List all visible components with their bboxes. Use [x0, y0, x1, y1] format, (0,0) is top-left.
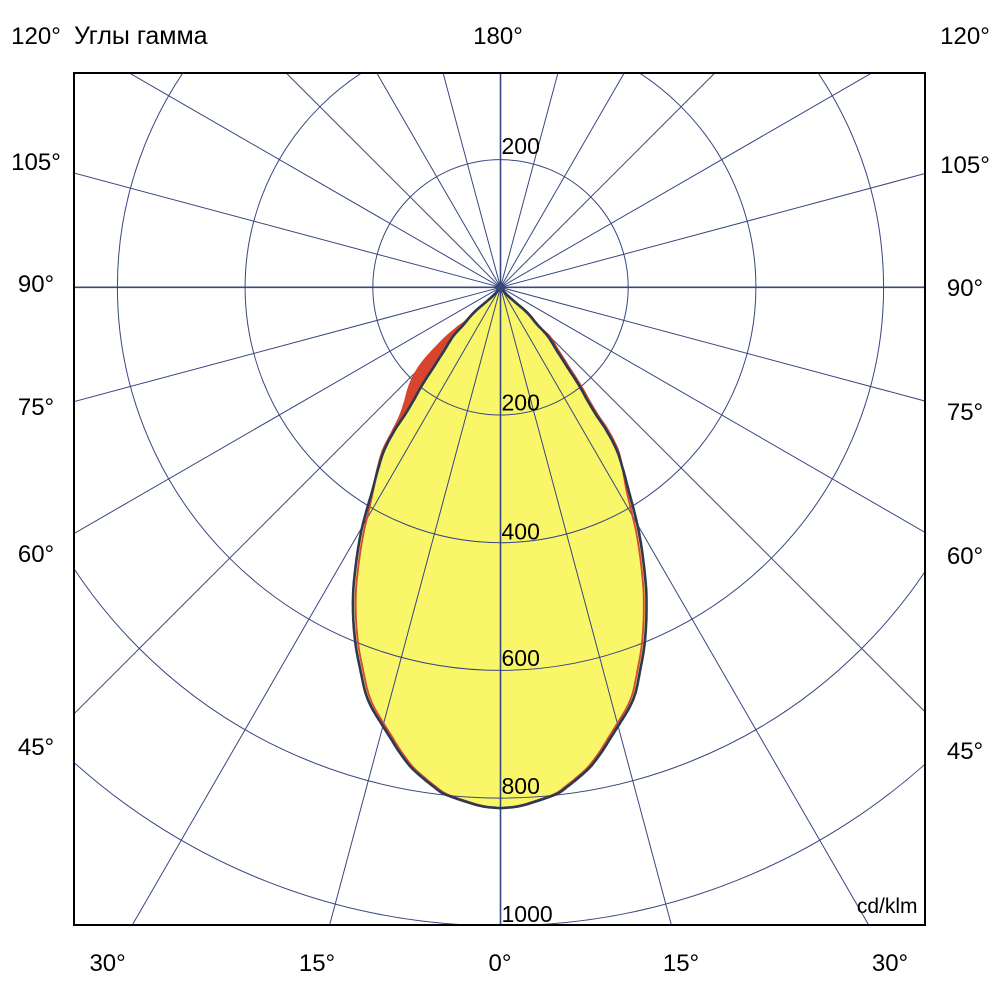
svg-text:Углы гамма: Углы гамма [74, 22, 208, 50]
svg-text:120°: 120° [11, 23, 61, 50]
svg-text:cd/klm: cd/klm [857, 895, 918, 918]
svg-text:180°: 180° [473, 23, 523, 50]
svg-text:30°: 30° [89, 950, 125, 977]
svg-text:120°: 120° [940, 23, 990, 50]
svg-text:45°: 45° [18, 734, 54, 761]
svg-text:60°: 60° [18, 541, 54, 568]
svg-text:105°: 105° [11, 149, 61, 176]
svg-text:30°: 30° [872, 950, 908, 977]
svg-text:400: 400 [502, 519, 540, 545]
svg-text:45°: 45° [947, 738, 983, 765]
svg-text:800: 800 [502, 773, 540, 799]
svg-text:75°: 75° [947, 399, 983, 426]
svg-text:90°: 90° [947, 275, 983, 302]
svg-text:105°: 105° [940, 152, 990, 179]
svg-text:0°: 0° [489, 950, 512, 977]
svg-text:200: 200 [502, 133, 540, 159]
svg-text:60°: 60° [947, 543, 983, 570]
svg-text:90°: 90° [18, 271, 54, 298]
svg-text:1000: 1000 [502, 901, 553, 927]
svg-text:200: 200 [502, 390, 540, 416]
svg-text:75°: 75° [18, 394, 54, 421]
svg-text:15°: 15° [663, 950, 699, 977]
svg-text:15°: 15° [299, 950, 335, 977]
svg-text:600: 600 [502, 645, 540, 671]
